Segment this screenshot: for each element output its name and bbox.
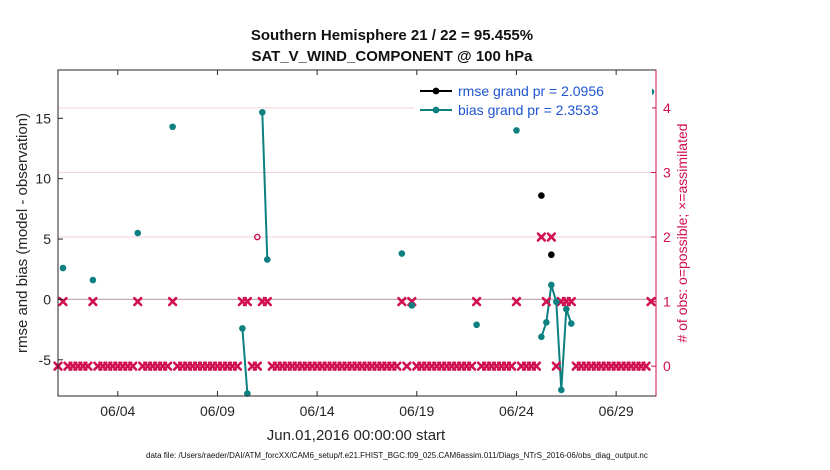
legend: rmse grand pr = 2.0956 bias grand pr = 2…: [414, 80, 652, 122]
x-tick-label: 06/29: [599, 403, 634, 419]
y-axis-label: rmse and bias (model - observation): [14, 113, 31, 353]
y-right-tick-label: 0: [663, 358, 671, 374]
bias-point: [553, 298, 560, 306]
obs-assimilated-marker: [566, 296, 576, 307]
obs-assimilated-marker: [128, 361, 138, 371]
legend-rmse-marker: [432, 87, 440, 95]
obs-assimilated-marker: [531, 361, 542, 371]
bias-point: [567, 320, 575, 327]
data-file-footer: data file: /Users/raeder/DAI/ATM_forcXX/…: [146, 451, 648, 460]
y-tick-label: 5: [43, 231, 51, 247]
obs-assimilated-marker: [83, 361, 93, 371]
axes: 06/04 06/09 06/14 06/19 06/24 06/29 -5 0 5 10 15 0 1…: [35, 70, 671, 419]
bias-point: [134, 229, 142, 237]
legend-bias-marker: [432, 106, 440, 114]
obs-assimilated-marker: [511, 296, 522, 307]
x-tick-label: 06/14: [300, 403, 335, 419]
obs-assimilated-marker: [262, 296, 272, 307]
bias-point: [548, 281, 555, 289]
plot-data: [53, 88, 656, 397]
bias-line-segment: [241, 328, 249, 394]
obs-assimilated-marker: [551, 361, 562, 371]
obs-assimilated-marker: [133, 296, 143, 307]
bias-point: [259, 108, 266, 116]
chart-title: Southern Hemisphere 21 / 22 = 95.455%: [251, 27, 533, 44]
x-tick-label: 06/09: [200, 403, 235, 419]
obs-assimilated-marker: [252, 361, 263, 371]
y-tick-label: -5: [39, 352, 52, 368]
grid-lines: [58, 107, 656, 301]
legend-bias-label: bias grand pr = 2.3533: [458, 102, 599, 118]
obs-assimilated-marker: [167, 296, 178, 307]
obs-assimilated-marker: [536, 232, 547, 242]
obs-assimilated-marker: [242, 296, 253, 307]
x-tick-label: 06/24: [499, 403, 534, 419]
bias-point: [408, 302, 416, 309]
y-right-tick-label: 3: [663, 164, 671, 180]
y-right-tick-label: 4: [663, 100, 671, 116]
rmse-point: [548, 251, 555, 259]
obs-assimilated-marker: [506, 361, 517, 371]
x-axis-label: Jun.01,2016 00:00:00 start: [267, 427, 446, 444]
bias-point: [538, 333, 545, 341]
bias-point: [543, 319, 550, 326]
obs-assimilated-marker: [641, 361, 651, 371]
obs-possible-marker: [254, 233, 261, 241]
bias-point: [563, 305, 570, 313]
bias-point: [244, 390, 251, 397]
obs-assimilated-marker: [402, 361, 412, 371]
obs-assimilated-marker: [471, 296, 482, 307]
bias-point: [89, 276, 97, 284]
obs-assimilated-marker: [541, 296, 552, 307]
bias-point: [473, 321, 480, 329]
obs-assimilated-marker: [466, 361, 477, 371]
y-tick-label: 10: [35, 171, 51, 187]
bias-line-segment: [261, 112, 269, 260]
legend-box: [414, 80, 652, 122]
obs-assimilated-marker: [88, 296, 98, 307]
y-right-tick-label: 2: [663, 229, 671, 245]
obs-assimilated-marker: [397, 296, 407, 307]
bias-point: [59, 264, 67, 272]
bias-point: [264, 256, 271, 263]
rmse-point: [538, 192, 545, 199]
bias-point: [169, 123, 176, 131]
x-tick-label: 06/04: [100, 403, 135, 419]
y-axis-label-right: # of obs: o=possible; ×=assimilated: [674, 123, 690, 342]
y-right-tick-label: 1: [663, 294, 671, 310]
legend-rmse-label: rmse grand pr = 2.0956: [458, 83, 604, 99]
obs-assimilated-marker: [392, 361, 402, 371]
y-tick-label: 0: [43, 291, 51, 307]
chart-subtitle: SAT_V_WIND_COMPONENT @ 100 hPa: [251, 48, 533, 65]
obs-assimilated-marker: [232, 361, 243, 371]
x-tick-label: 06/19: [399, 403, 434, 419]
obs-assimilated-marker: [546, 232, 557, 242]
y-tick-label: 15: [35, 110, 51, 126]
bias-point: [513, 127, 520, 134]
bias-point: [239, 325, 246, 332]
bias-point: [398, 250, 406, 257]
bias-point: [558, 386, 565, 394]
obs-assimilated-marker: [162, 361, 173, 371]
